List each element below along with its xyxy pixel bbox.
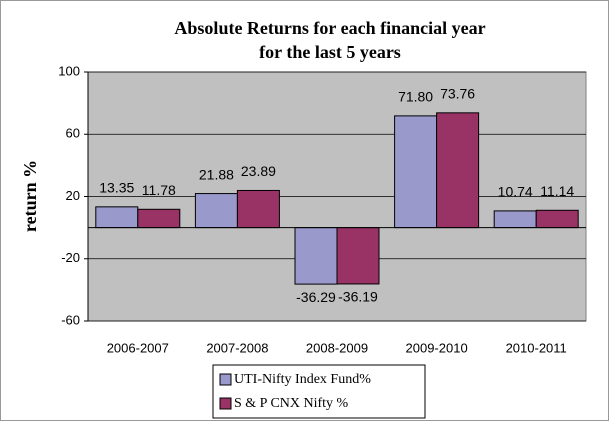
value-label: 10.74	[498, 184, 533, 200]
value-label: 11.14	[540, 183, 574, 199]
legend-swatch	[219, 397, 232, 410]
bar	[336, 227, 380, 285]
y-tick-label: 60	[66, 126, 80, 141]
y-tick-label: 20	[66, 188, 80, 203]
legend	[212, 364, 426, 419]
legend-label: S & P CNX Nifty %	[234, 396, 349, 411]
x-tick-label: 2008-2009	[306, 340, 368, 355]
y-axis-label: return %	[20, 160, 40, 232]
chart-title: Absolute Returns for each financial year	[174, 18, 485, 38]
value-label: 23.89	[241, 163, 276, 179]
bar	[95, 206, 139, 229]
value-label: 11.78	[142, 182, 176, 198]
value-label: 13.35	[99, 180, 134, 196]
value-label: 21.88	[199, 166, 234, 182]
legend-swatch	[219, 373, 232, 386]
chart-title: for the last 5 years	[259, 42, 401, 62]
bar	[294, 227, 338, 285]
bar	[493, 210, 537, 229]
y-tick-label: 100	[58, 63, 80, 78]
x-tick-label: 2006-2007	[107, 340, 169, 355]
y-tick-label: -20	[61, 250, 80, 265]
x-tick-label: 2009-2010	[406, 340, 468, 355]
x-tick-label: 2010-2011	[506, 340, 567, 355]
legend-label: UTI-Nifty Index Fund%	[234, 372, 371, 387]
bar	[137, 208, 181, 229]
bar	[436, 112, 480, 229]
bar	[236, 189, 280, 229]
value-label: 71.80	[398, 89, 433, 105]
y-tick-label: -60	[61, 312, 80, 327]
value-label: -36.29	[296, 289, 336, 305]
value-label: -36.19	[338, 289, 378, 305]
x-tick-label: 2007-2008	[206, 340, 268, 355]
bar	[535, 209, 579, 229]
bar	[194, 193, 238, 229]
value-label: 73.76	[440, 86, 475, 102]
bar	[394, 115, 438, 229]
